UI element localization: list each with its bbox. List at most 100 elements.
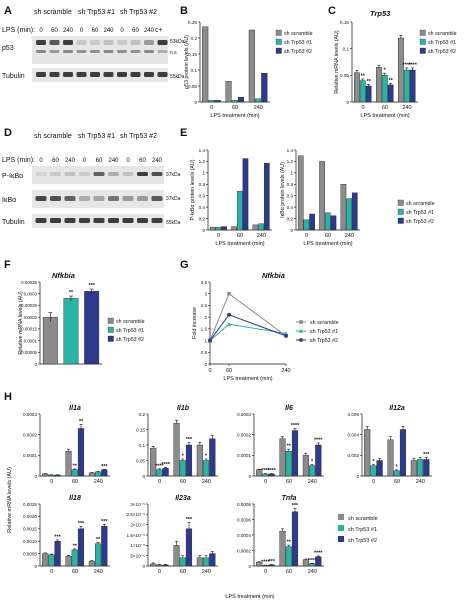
y-tick-label: 1 xyxy=(290,171,293,176)
blot-d-marker-1: 37kDa xyxy=(166,172,181,178)
panel-letter-b: B xyxy=(180,5,188,17)
y-tick-label: 0.0002 xyxy=(23,432,37,437)
significance-label: **** xyxy=(291,423,300,429)
blot-band xyxy=(76,72,87,77)
y-tick-label: 0.0010 xyxy=(23,539,37,544)
bar xyxy=(162,564,169,567)
y-tick-label: 0.0006 xyxy=(237,517,251,522)
bar xyxy=(162,468,169,477)
legend-label-trp2: sh Trp53 #2 xyxy=(348,538,377,544)
lane-time-label: 60 xyxy=(52,158,59,164)
blot-band xyxy=(63,50,73,53)
bar xyxy=(319,161,325,231)
x-tick-label: 240 xyxy=(94,569,103,575)
chart-title: Il23a xyxy=(175,495,191,502)
y-axis-label: P-IκBα protein levels (AU) xyxy=(190,159,196,220)
x-tick-label: 0 xyxy=(264,479,267,485)
y-tick-label: 0.0020 xyxy=(23,514,37,519)
bar xyxy=(279,530,286,567)
bar xyxy=(303,219,310,231)
panel-c-title: Trp53 xyxy=(370,9,391,18)
significance-label: **** xyxy=(261,560,270,566)
data-point xyxy=(227,291,231,296)
legend-label: sh scramble xyxy=(284,31,313,37)
legend-swatch xyxy=(397,217,404,224)
blot-band xyxy=(90,50,100,53)
blot-band xyxy=(64,172,76,176)
y-tick-label: 0.0002 xyxy=(24,315,38,320)
bar xyxy=(370,465,377,477)
bar xyxy=(65,555,72,567)
lane-time-label: 240 xyxy=(103,28,114,34)
blot-a-row-p53: p53 xyxy=(2,45,14,52)
bar xyxy=(63,298,79,365)
significance-label: ** xyxy=(361,74,366,80)
blot-band xyxy=(35,218,47,223)
y-tick-label: 0.002 xyxy=(348,453,360,458)
legend-label: sh Trp53 #1 xyxy=(310,329,338,335)
bar xyxy=(209,553,216,567)
bar xyxy=(202,26,209,103)
blot-band xyxy=(130,72,141,77)
legend-swatch xyxy=(275,29,282,36)
significance-label: *** xyxy=(78,521,85,527)
bar xyxy=(315,444,322,477)
blot-band xyxy=(151,196,163,201)
lane-time-label: 60 xyxy=(92,28,99,34)
legend-swatch xyxy=(107,317,114,324)
legend-swatch-scramble xyxy=(338,514,344,520)
bar xyxy=(101,469,108,477)
bar xyxy=(225,80,232,103)
y-tick-label: 1.5×10⁻⁵ xyxy=(126,533,145,538)
blot-band xyxy=(108,196,119,201)
significance-label: * xyxy=(372,459,375,465)
y-tick-label: 0.05 xyxy=(136,458,145,463)
y-tick-label: 3 xyxy=(204,292,207,297)
x-tick-label: 0 xyxy=(305,233,308,239)
blot-band xyxy=(93,218,105,223)
significance-label: *** xyxy=(292,503,299,509)
blot-a-group-2: sh Trp53 #1 xyxy=(78,9,115,16)
chart-title: Il1b xyxy=(177,405,190,412)
chart-title: Il1a xyxy=(69,405,81,412)
bar xyxy=(214,100,221,103)
significance-label: **** xyxy=(267,468,276,474)
x-tick-label: 60 xyxy=(180,569,186,575)
bar xyxy=(71,469,78,477)
y-tick-label: 0 xyxy=(34,474,37,479)
blot-band xyxy=(50,218,61,223)
significance-label: ** xyxy=(96,537,101,543)
y-tick-label: 0.006 xyxy=(348,412,360,417)
x-tick-label: 0 xyxy=(264,569,267,575)
y-tick-label: 2 xyxy=(204,315,207,320)
panel-letter-e: E xyxy=(180,127,187,139)
blot-band xyxy=(49,72,60,77)
bar xyxy=(173,423,180,477)
blot-band xyxy=(157,72,168,77)
bar xyxy=(54,474,61,477)
series-line xyxy=(209,323,287,341)
significance-label: *** xyxy=(423,452,430,458)
legend-label: sh Trp53 #2 xyxy=(284,49,312,55)
y-tick-label: 1 xyxy=(204,338,207,343)
y-tick-label: 0.2 xyxy=(199,216,206,221)
blot-band xyxy=(79,196,90,201)
y-tick-label: 0.00015 xyxy=(21,327,37,332)
legend-label: sh scramble xyxy=(116,319,145,325)
y-tick-label: 0.00005 xyxy=(21,350,37,355)
legend-swatch xyxy=(397,199,404,206)
x-tick-label: 0 xyxy=(372,479,375,485)
panel-f-title: Nfkbia xyxy=(52,271,75,280)
blot-d: sh scramble sh Trp53 #1 sh Trp53 #2 LPS … xyxy=(2,133,181,228)
blot-band xyxy=(117,72,127,77)
lane-time-label: 240 xyxy=(152,158,163,164)
y-tick-label: 3.5 xyxy=(201,280,208,285)
bar xyxy=(330,215,337,231)
bar xyxy=(252,224,259,231)
bar xyxy=(42,473,49,477)
legend-label: sh Trp53 #2 xyxy=(310,338,338,344)
bar xyxy=(346,198,352,231)
blot-band xyxy=(63,72,73,77)
blot-band xyxy=(122,172,134,176)
lane-time-label: 0 xyxy=(126,158,130,164)
